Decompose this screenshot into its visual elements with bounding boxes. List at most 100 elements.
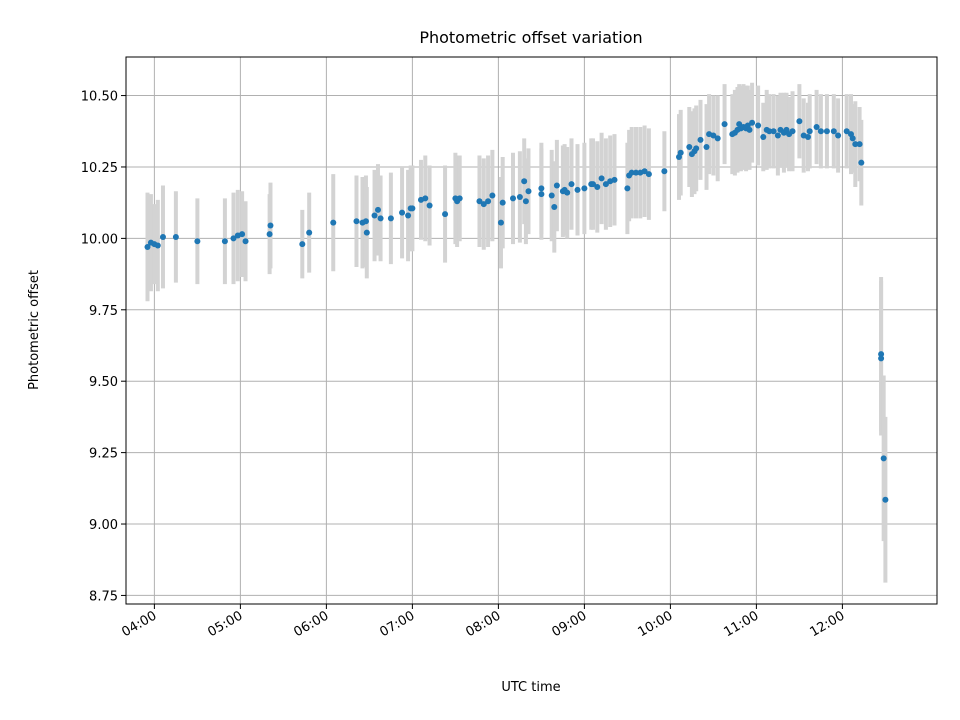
data-point <box>796 118 803 125</box>
data-point <box>362 218 369 225</box>
data-point <box>510 195 517 202</box>
data-point <box>522 198 529 205</box>
data-point <box>480 201 487 208</box>
y-tick-label: 10.00 <box>81 232 118 247</box>
y-tick-label: 9.75 <box>89 304 118 319</box>
data-point <box>568 181 575 188</box>
x-axis-label: UTC time <box>501 680 560 695</box>
data-point <box>813 123 820 130</box>
data-point <box>377 215 384 222</box>
data-point <box>835 132 842 139</box>
data-point <box>499 199 506 206</box>
data-point <box>774 132 781 139</box>
data-point <box>548 192 555 199</box>
y-axis-label: Photometric offset <box>27 270 42 390</box>
data-point <box>330 219 337 226</box>
data-point <box>221 238 228 245</box>
data-point <box>497 219 504 226</box>
x-axis-ticks: 04:00 05:00 06:00 07:00 08:00 09:00 10:00 11:00… <box>119 604 847 640</box>
data-point <box>624 185 631 192</box>
error-bars <box>145 82 888 583</box>
data-point <box>516 193 523 200</box>
x-tick-label: 07:00 <box>377 608 417 640</box>
data-point <box>239 231 246 238</box>
x-tick-label: 11:00 <box>721 608 761 640</box>
y-tick-label: 9.25 <box>89 447 118 462</box>
data-point <box>299 241 306 248</box>
data-point <box>830 128 837 135</box>
data-point <box>154 242 161 249</box>
data-point <box>564 189 571 196</box>
data-point <box>476 198 483 205</box>
data-point <box>878 351 885 358</box>
data-point <box>374 206 381 213</box>
data-point <box>645 171 652 178</box>
data-point <box>858 159 865 166</box>
data-point <box>172 233 179 240</box>
data-point <box>602 181 609 188</box>
data-point <box>574 186 581 193</box>
data-point <box>852 141 859 148</box>
data-point <box>804 133 811 140</box>
data-point <box>363 229 370 236</box>
data-point <box>686 143 693 150</box>
data-point <box>525 188 532 195</box>
data-point <box>714 135 721 142</box>
data-point <box>721 121 728 128</box>
data-point <box>823 128 830 135</box>
data-point <box>442 211 449 218</box>
data-point <box>598 175 605 182</box>
data-point <box>422 195 429 202</box>
data-point <box>703 143 710 150</box>
data-point <box>710 132 717 139</box>
data-point <box>677 149 684 156</box>
data-point <box>882 496 889 503</box>
y-tick-label: 10.25 <box>81 161 118 176</box>
data-point <box>755 122 762 129</box>
data-point <box>878 355 885 362</box>
data-point <box>749 119 756 126</box>
data-point <box>856 141 863 148</box>
data-point <box>661 168 668 175</box>
x-tick-label: 10:00 <box>635 608 675 640</box>
y-tick-label: 9.50 <box>89 375 118 390</box>
data-point <box>789 128 796 135</box>
data-point <box>242 238 249 245</box>
data-point <box>849 135 856 142</box>
y-tick-label: 9.00 <box>89 518 118 533</box>
data-point <box>594 183 601 190</box>
data-point <box>641 168 648 175</box>
data-point <box>144 243 151 250</box>
data-point <box>628 169 635 176</box>
data-point <box>426 202 433 209</box>
chart-title: Photometric offset variation <box>419 28 642 47</box>
data-point <box>456 195 463 202</box>
data-point <box>581 185 588 192</box>
data-point <box>589 181 596 188</box>
data-point <box>880 455 887 462</box>
plot-frame <box>125 56 938 605</box>
y-axis-ticks: 8.75 9.00 9.25 9.50 9.75 10.00 10.25 10.50 <box>81 90 126 604</box>
data-point <box>843 128 850 135</box>
data-point <box>538 191 545 198</box>
data-point <box>353 218 360 225</box>
data-point <box>551 203 558 210</box>
data-point <box>267 222 274 229</box>
x-tick-label: 04:00 <box>119 608 159 640</box>
data-point <box>306 229 313 236</box>
x-tick-label: 06:00 <box>291 608 331 640</box>
data-point <box>632 169 639 176</box>
data-point <box>817 128 824 135</box>
x-tick-label: 12:00 <box>807 608 847 640</box>
data-point <box>485 198 492 205</box>
data-point <box>521 178 528 185</box>
x-tick-label: 08:00 <box>463 608 503 640</box>
data-point <box>611 176 618 183</box>
data-point <box>159 233 166 240</box>
data-point <box>371 212 378 219</box>
y-tick-label: 8.75 <box>89 589 118 604</box>
data-point <box>399 209 406 216</box>
data-point <box>693 145 700 152</box>
data-point <box>760 133 767 140</box>
